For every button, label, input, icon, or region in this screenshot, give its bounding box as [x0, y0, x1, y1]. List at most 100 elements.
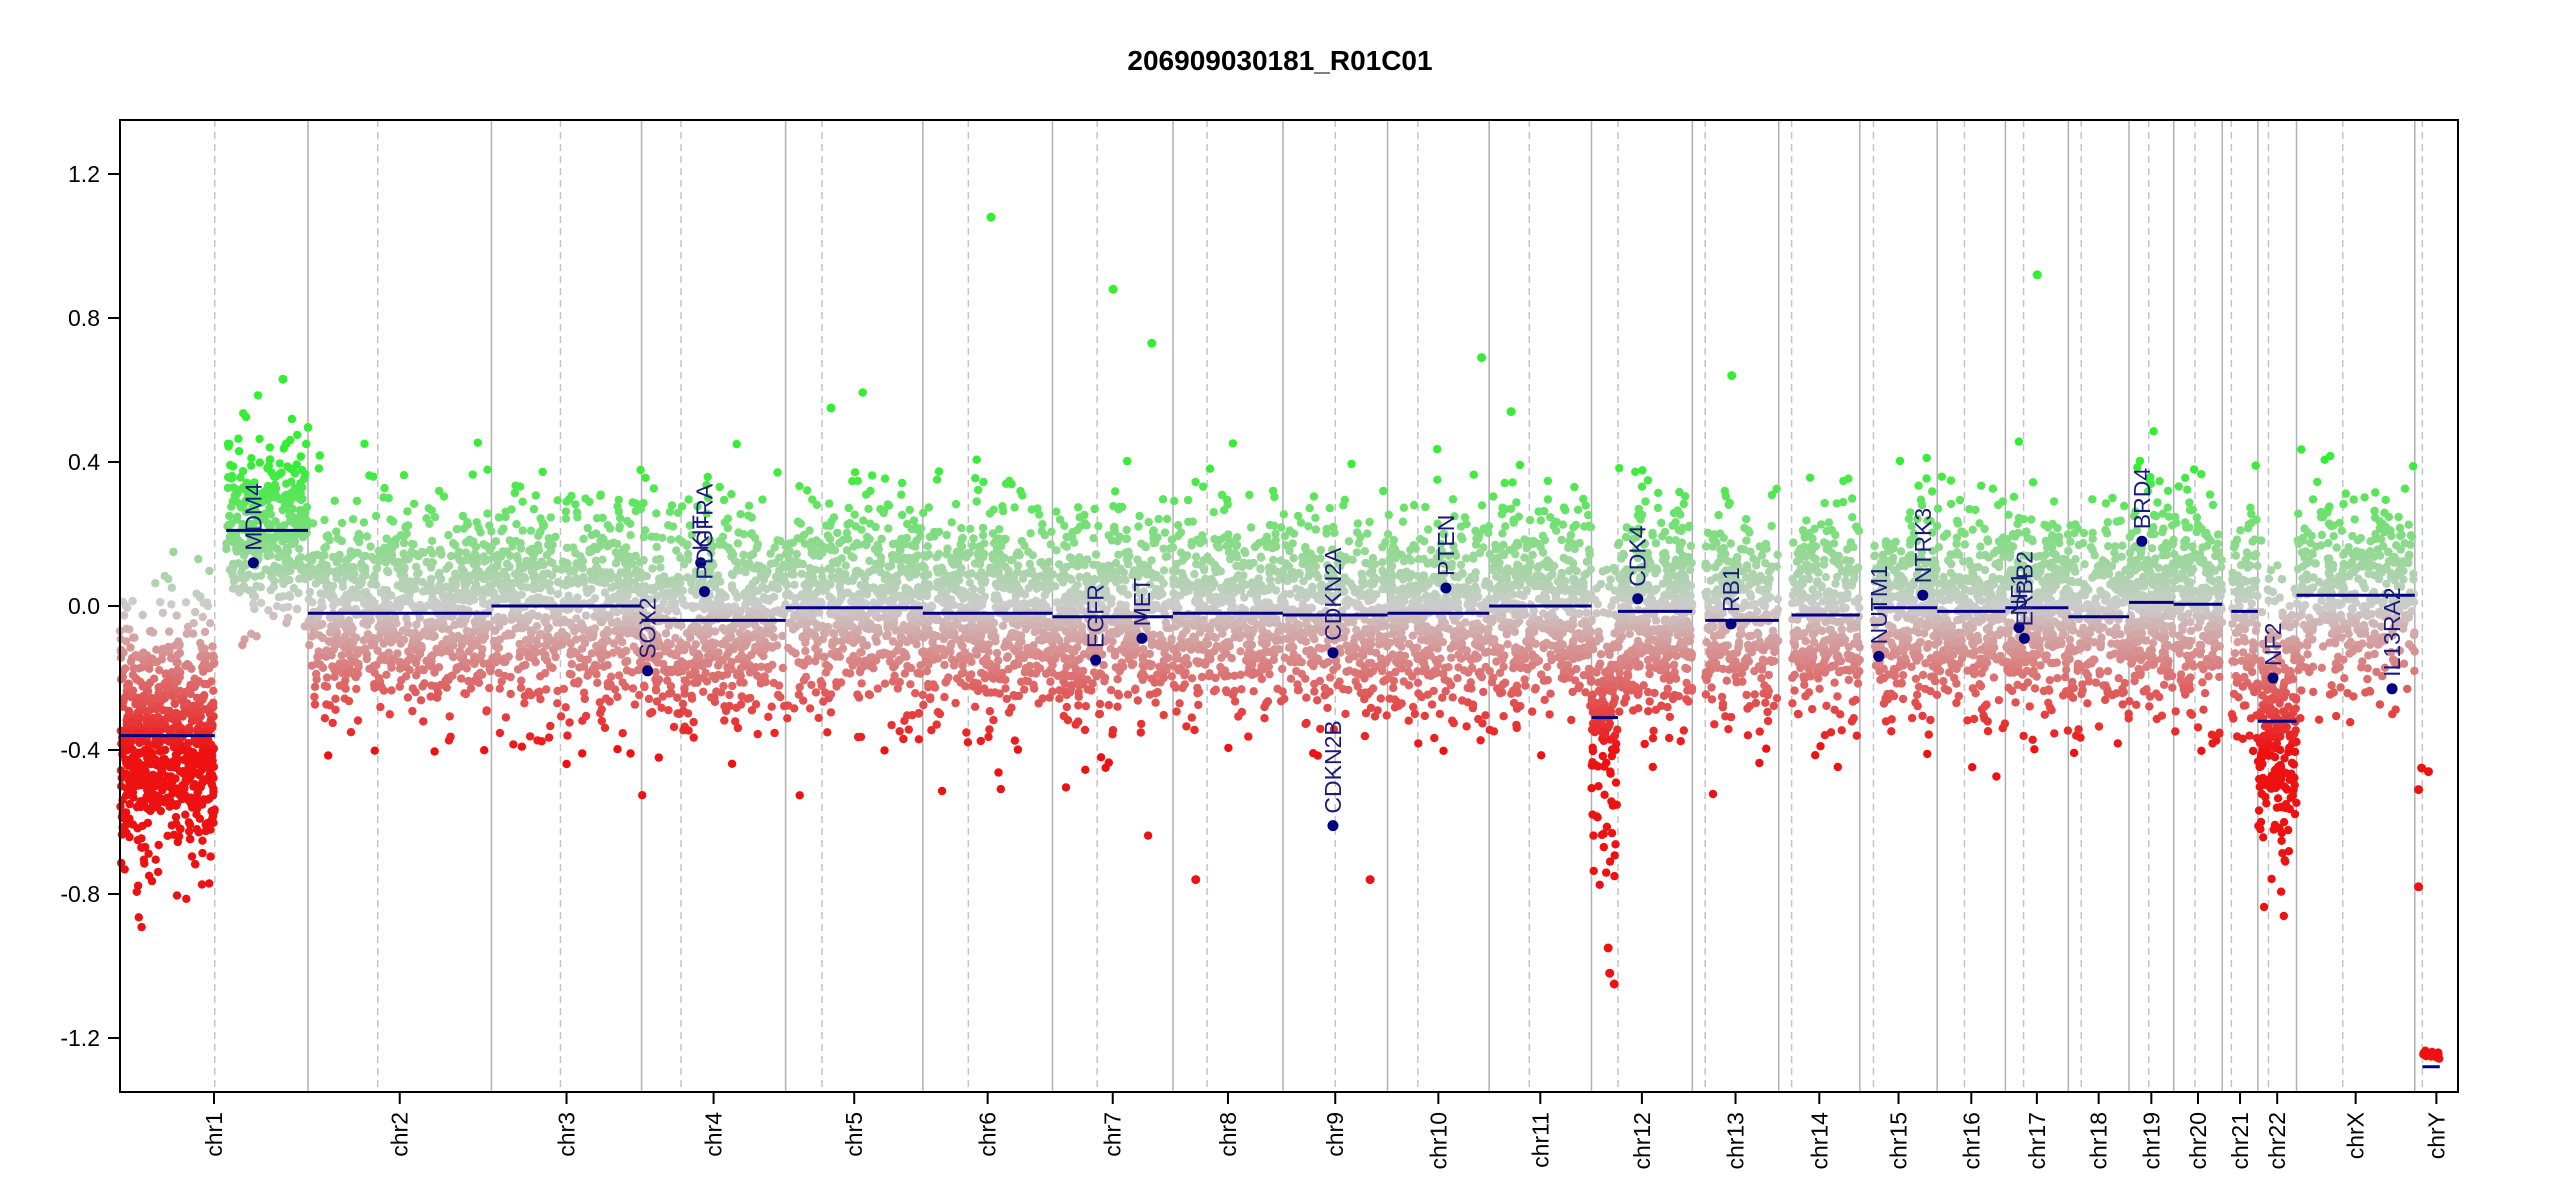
probe-point	[182, 753, 192, 763]
probe-point	[257, 598, 266, 608]
probe-point	[597, 617, 607, 627]
probe-point	[479, 574, 488, 583]
probe-point	[1091, 550, 1101, 559]
chart-title: 206909030181_R01C01	[1127, 45, 1432, 76]
probe-point	[934, 549, 943, 559]
probe-point	[305, 587, 315, 597]
probe-point	[1001, 684, 1010, 693]
probe-point	[906, 663, 916, 673]
probe-point	[444, 530, 453, 540]
probe-point	[1163, 552, 1172, 561]
probe-point	[733, 539, 743, 548]
probe-point	[329, 552, 338, 562]
probe-point	[952, 547, 962, 556]
probe-point	[941, 588, 951, 598]
probe-point	[579, 534, 588, 544]
probe-point	[660, 574, 670, 584]
probe-point	[940, 692, 949, 702]
probe-point	[544, 534, 554, 543]
probe-point	[384, 648, 393, 657]
probe-point	[445, 712, 454, 721]
probe-point	[1144, 517, 1153, 527]
probe-point	[426, 580, 435, 589]
probe-point	[849, 553, 858, 562]
probe-point	[869, 664, 878, 673]
probe-point	[873, 540, 882, 549]
probe-point	[615, 522, 624, 531]
probe-point	[1036, 558, 1046, 567]
probe-point	[480, 632, 490, 641]
probe-point	[661, 592, 670, 601]
probe-point	[427, 536, 437, 545]
probe-point	[1104, 758, 1114, 767]
probe-point	[402, 585, 412, 595]
probe-point	[622, 591, 631, 601]
probe-point	[763, 663, 772, 672]
probe-point	[956, 568, 965, 578]
probe-point	[1009, 661, 1019, 670]
probe-point	[430, 512, 440, 522]
probe-point	[739, 530, 748, 539]
probe-point	[636, 465, 645, 475]
probe-point	[1000, 641, 1010, 650]
probe-point	[750, 664, 759, 673]
probe-point	[684, 726, 693, 735]
probe-point	[921, 571, 931, 580]
probe-point	[1030, 627, 1040, 637]
probe-point	[727, 490, 736, 499]
probe-point	[223, 483, 233, 493]
probe-point	[1051, 582, 1060, 591]
probe-point	[209, 660, 218, 669]
probe-point	[702, 677, 712, 686]
probe-point	[227, 502, 236, 511]
probe-point	[673, 662, 682, 671]
probe-point	[473, 438, 482, 447]
probe-point	[1164, 653, 1173, 663]
probe-point	[226, 460, 235, 470]
probe-point	[385, 710, 394, 719]
probe-point	[968, 622, 977, 632]
probe-point	[557, 627, 567, 637]
probe-point	[133, 881, 143, 890]
probe-point	[175, 640, 184, 649]
probe-point	[595, 698, 604, 707]
probe-point	[569, 647, 579, 656]
probe-point	[652, 509, 661, 518]
probe-point	[1031, 669, 1041, 678]
probe-point	[992, 648, 1002, 658]
probe-point	[139, 761, 149, 770]
probe-point	[1042, 586, 1052, 595]
probe-point	[546, 721, 555, 731]
probe-point	[995, 525, 1004, 534]
probe-point	[492, 651, 502, 660]
probe-point	[324, 751, 333, 760]
probe-point	[483, 509, 492, 518]
probe-point	[876, 568, 885, 577]
probe-point	[809, 551, 819, 560]
probe-point	[515, 652, 524, 661]
probe-point	[357, 578, 367, 587]
probe-point	[951, 581, 960, 591]
probe-point	[993, 668, 1002, 678]
probe-point	[668, 597, 677, 606]
probe-point	[611, 573, 621, 582]
probe-point	[719, 611, 728, 620]
probe-point	[834, 567, 844, 576]
probe-point	[496, 552, 506, 561]
probe-point	[618, 729, 627, 738]
probe-point	[123, 603, 132, 612]
probe-point	[793, 612, 802, 621]
probe-point	[750, 587, 759, 597]
probe-point	[639, 532, 649, 542]
probe-point	[1052, 507, 1061, 516]
probe-point	[338, 582, 348, 591]
probe-point	[1017, 677, 1026, 686]
probe-point	[879, 508, 888, 518]
probe-point	[462, 626, 472, 635]
probe-point	[450, 620, 459, 630]
probe-point	[957, 524, 966, 533]
probe-point	[837, 593, 846, 603]
probe-point	[381, 558, 391, 567]
probe-point	[773, 690, 783, 700]
